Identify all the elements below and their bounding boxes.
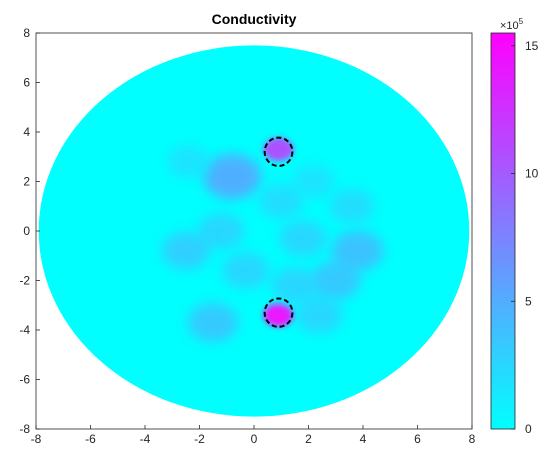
x-tick-label: -8 — [31, 432, 42, 446]
conductivity-blob — [271, 267, 319, 304]
y-axis: 8 6 4 2 0 -2 -4 -6 -8 — [19, 26, 40, 436]
y-tick-label: -4 — [19, 323, 30, 337]
x-tick-label: -4 — [140, 432, 151, 446]
dashed-circle-marker — [263, 297, 294, 328]
highlight-markers — [263, 136, 294, 328]
conductivity-blob — [197, 212, 245, 250]
conductivity-blob — [331, 230, 384, 272]
colorbar-tick-label: 0 — [525, 422, 532, 436]
conductivity-blob — [167, 145, 211, 179]
y-tick-label: 8 — [23, 26, 30, 40]
conductivity-blob — [258, 183, 304, 219]
x-tick-label: 6 — [414, 432, 421, 446]
colorbar-tick-label: 10 — [525, 167, 539, 181]
conductivity-domain — [38, 45, 470, 417]
conductivity-blob — [329, 188, 375, 224]
conductivity-blob — [203, 154, 262, 200]
x-tick-label: 4 — [360, 432, 367, 446]
dashed-circle-marker — [263, 136, 294, 168]
colorbar-tick-label: 5 — [525, 294, 532, 308]
x-tick-label: 8 — [469, 432, 476, 446]
conductivity-blobs — [161, 137, 384, 343]
conductivity-blob — [187, 303, 239, 343]
conductivity-blob — [295, 297, 343, 334]
y-tick-label: -2 — [19, 274, 30, 288]
y-tick-label: -6 — [19, 373, 30, 387]
conductivity-blob — [222, 252, 270, 289]
x-axis: -8 -6 -4 -2 0 2 4 6 8 — [31, 425, 476, 446]
x-tick-label: -6 — [85, 432, 96, 446]
conductivity-blob — [310, 260, 362, 301]
conductivity-blob — [263, 137, 294, 161]
y-tick-label: 4 — [23, 125, 30, 139]
colorbar-gradient — [490, 32, 516, 430]
conductivity-blob — [263, 303, 294, 327]
plot-area — [36, 33, 472, 429]
y-tick-label: 2 — [23, 175, 30, 189]
y-tick-label: 0 — [23, 224, 30, 238]
colorbar-exponent: ×105 — [500, 17, 524, 32]
conductivity-blob — [279, 220, 327, 257]
conductivity-blob — [161, 231, 211, 270]
x-tick-label: -2 — [194, 432, 205, 446]
x-tick-label: 0 — [251, 432, 258, 446]
colorbar-ticks: 0 5 10 15 — [511, 39, 539, 436]
conductivity-blob — [292, 164, 336, 199]
chart-title: Conductivity — [212, 11, 297, 27]
x-tick-label: 2 — [305, 432, 312, 446]
colorbar-tick-label: 15 — [525, 39, 539, 53]
y-tick-label: -8 — [19, 422, 30, 436]
y-tick-label: 6 — [23, 76, 30, 90]
colorbar: 0 5 10 15 ×105 — [490, 17, 539, 436]
